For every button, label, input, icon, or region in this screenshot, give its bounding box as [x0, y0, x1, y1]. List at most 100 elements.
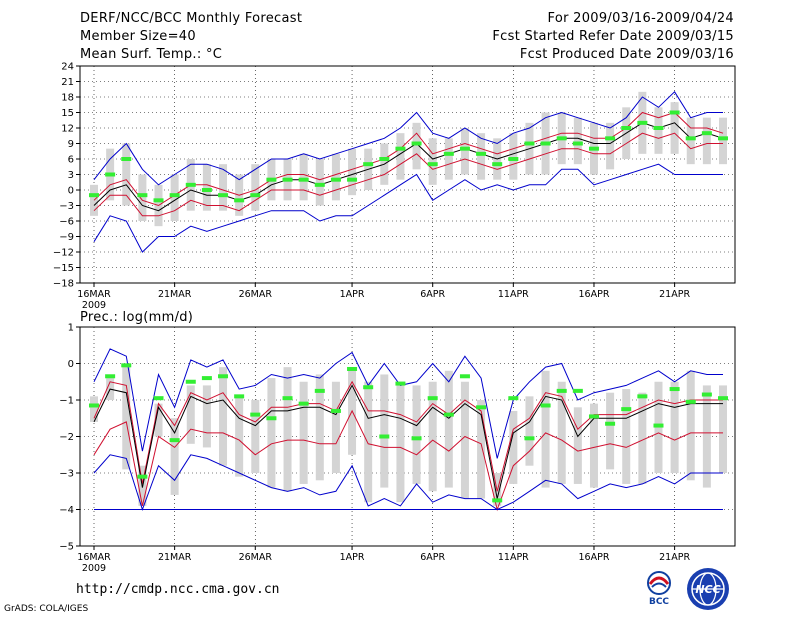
prec-series-upper [93, 380, 723, 492]
bcc-logo-text: BCC [649, 597, 669, 607]
prec-obs-marker [153, 396, 164, 401]
temp-series-lower [93, 132, 723, 217]
temperature-chart: −18 −15 −12 −9 −6 −3 0 3 6 9 12 15 18 21 24 16MAR 21MAR 2… [53, 62, 736, 310]
temp-obs-marker [492, 162, 503, 167]
temp-obs-marker [653, 126, 664, 130]
temp-obs-marker [556, 136, 567, 141]
temp-spread-box [219, 164, 228, 211]
temp-spread-box [412, 122, 421, 170]
prec-spread-box [315, 374, 324, 481]
temp-spread-box [251, 164, 260, 211]
prec-xtick-label: 26MAR [239, 552, 273, 563]
temp-spread-box [686, 117, 695, 165]
prec-spread-box [154, 403, 163, 437]
temp-spread-box [654, 107, 663, 154]
temp-obs-marker [298, 177, 309, 182]
ncc-logo: NCC [687, 568, 729, 610]
prec-obs-marker [250, 412, 261, 417]
forecast-period-label: For 2009/03/16-2009/04/24 [547, 11, 734, 26]
temp-obs-marker [395, 146, 406, 151]
temp-year-label: 2009 [82, 300, 106, 310]
temp-series-mean [93, 122, 724, 212]
temp-ytick-label: 21 [61, 77, 74, 88]
temp-obs-marker [234, 198, 245, 203]
prec-spread-box [331, 381, 340, 473]
prec-spread-box [170, 418, 179, 495]
prec-xtick-label: 6APR [420, 552, 445, 563]
temp-obs-marker [347, 177, 358, 182]
prec-spread-box [460, 381, 469, 499]
temp-spread-box [331, 153, 340, 201]
temp-xtick-label: 21MAR [158, 289, 192, 300]
temp-ytick-label: −18 [53, 279, 74, 290]
temp-obs-marker [540, 141, 551, 146]
temp-spread-box [315, 159, 324, 206]
prec-spread-box [90, 396, 98, 422]
temp-obs-marker [605, 136, 616, 141]
temp-obs-marker [411, 141, 422, 146]
temp-ytick-label: 15 [61, 108, 74, 119]
prec-spread-box [186, 385, 195, 444]
prec-obs-marker [89, 403, 99, 408]
prec-spread-box [380, 374, 389, 488]
temp-series-min [93, 163, 723, 253]
prec-xtick-label: 16MAR [77, 552, 111, 563]
prec-series-min [93, 454, 723, 512]
prec-obs-marker [330, 408, 341, 413]
temp-ytick-label: −9 [59, 232, 74, 243]
prec-obs-marker [492, 498, 503, 503]
prec-spread-box [557, 381, 566, 484]
prec-spread-box [638, 392, 647, 484]
prec-obs-marker [201, 376, 212, 381]
prec-obs-marker [572, 388, 583, 393]
temp-spread-box [702, 117, 711, 165]
prec-spread-box [622, 389, 631, 484]
temp-obs-marker [169, 193, 180, 198]
temp-ytick-label: −15 [53, 263, 74, 274]
temp-ytick-label: 0 [68, 186, 74, 197]
prec-obs-marker [379, 434, 390, 439]
temp-obs-marker [572, 141, 583, 146]
prec-obs-marker [718, 396, 728, 401]
prec-obs-marker [363, 385, 374, 390]
start-date-label: Fcst Started Refer Date 2009/03/15 [492, 29, 734, 44]
temp-spread-box [138, 174, 147, 221]
temp-spread-box [170, 174, 179, 221]
temp-spread-box [509, 133, 518, 180]
temp-obs-marker [314, 182, 325, 187]
prec-spread-box [235, 396, 244, 477]
prec-spread-box [122, 363, 131, 470]
prec-spread-box [573, 407, 582, 484]
prec-spread-box [412, 385, 421, 484]
temp-ytick-label: 9 [68, 139, 74, 150]
temp-obs-marker [105, 172, 116, 177]
prec-obs-marker [476, 405, 487, 410]
prec-obs-marker [459, 374, 470, 379]
temp-obs-marker [621, 126, 632, 130]
prec-spread-box [670, 381, 679, 473]
prec-spread-box [509, 410, 518, 484]
prec-obs-marker [605, 421, 616, 426]
prec-spread-box [702, 385, 711, 488]
temp-obs-marker [153, 198, 164, 203]
temp-obs-marker [524, 141, 535, 146]
temp-obs-marker [718, 136, 728, 141]
temp-spread-box [460, 128, 469, 175]
temp-obs-marker [201, 188, 212, 192]
temp-spread-box [477, 133, 486, 180]
temp-obs-marker [588, 146, 599, 151]
temp-obs-marker [508, 157, 519, 161]
temp-spread-box [90, 184, 98, 216]
prec-spread-box [251, 400, 260, 473]
prec-obs-marker [395, 381, 406, 386]
prec-spread-box [541, 370, 550, 488]
prec-spread-box [686, 370, 695, 481]
temp-xtick-label: 1APR [340, 289, 365, 300]
prec-obs-marker [282, 396, 293, 401]
temp-spread-box [606, 122, 615, 170]
temp-ytick-label: −6 [59, 217, 74, 228]
temp-xtick-label: 16APR [579, 289, 610, 300]
temp-xtick-label: 6APR [420, 289, 445, 300]
